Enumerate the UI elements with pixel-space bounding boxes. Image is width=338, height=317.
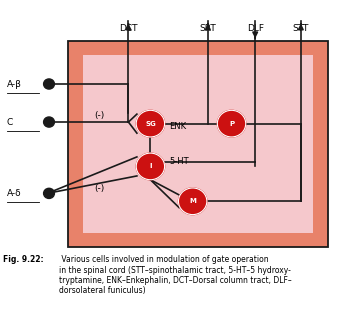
Text: (-): (-) (95, 184, 105, 193)
Text: A-β: A-β (7, 80, 22, 88)
Text: M: M (189, 198, 196, 204)
Bar (83, 55, 313, 233)
Circle shape (44, 117, 54, 127)
Text: I: I (149, 164, 152, 169)
Text: DLF: DLF (247, 24, 264, 33)
Text: DCT: DCT (119, 24, 138, 33)
Text: ENK: ENK (169, 122, 186, 131)
Text: P: P (229, 121, 234, 126)
Circle shape (217, 110, 246, 137)
Text: SRT: SRT (199, 24, 216, 33)
Circle shape (136, 153, 165, 180)
Text: SG: SG (145, 121, 156, 126)
Bar (68, 41, 328, 247)
Circle shape (44, 79, 54, 89)
Text: Fig. 9.22:: Fig. 9.22: (3, 255, 44, 264)
Text: A-δ: A-δ (7, 189, 21, 198)
Text: (-): (-) (95, 111, 105, 120)
Text: Various cells involved in modulation of gate operation
in the spinal cord (STT–s: Various cells involved in modulation of … (59, 255, 292, 295)
Text: C: C (7, 118, 13, 126)
Circle shape (178, 188, 207, 215)
Text: 5-HT: 5-HT (169, 157, 189, 166)
Circle shape (136, 110, 165, 137)
Text: STT: STT (293, 24, 309, 33)
Circle shape (44, 188, 54, 198)
